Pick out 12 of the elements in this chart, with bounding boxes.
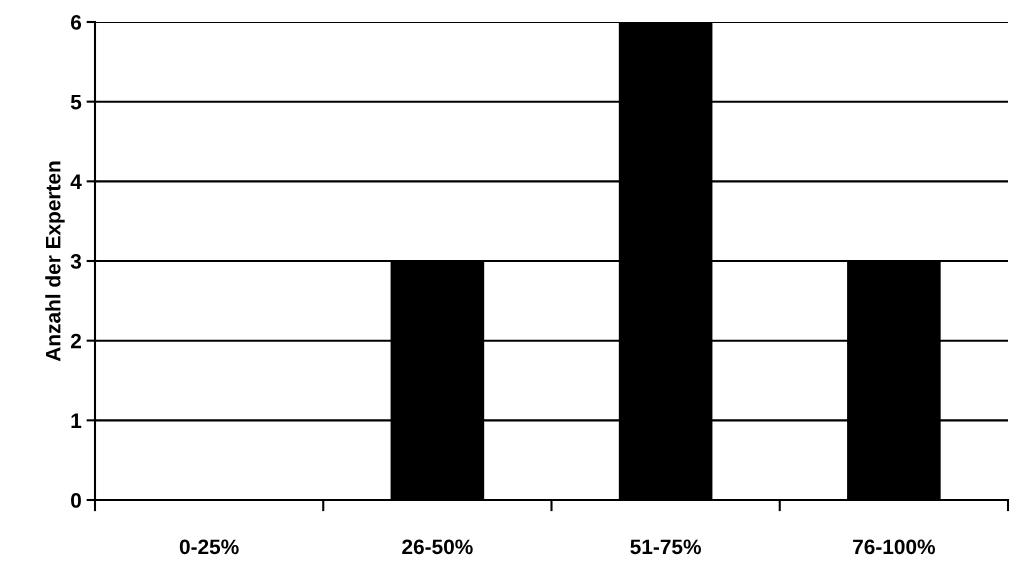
y-tick-label: 4 [70,174,82,189]
y-tick-label: 5 [70,94,82,110]
x-tick-label: 26-50% [402,539,473,555]
x-tick-label: 0-25% [179,539,239,555]
y-tick-label: 0 [71,493,81,508]
x-tick-label: 51-75% [630,539,701,555]
x-tick-label: 76-100% [853,539,936,555]
y-tick-label: 6 [70,15,82,30]
y-axis-title: Anzahl der Experten [45,161,65,362]
y-tick-label: 1 [71,413,82,428]
y-tick-label: 3 [70,254,82,269]
y-tick-label: 2 [70,333,81,349]
